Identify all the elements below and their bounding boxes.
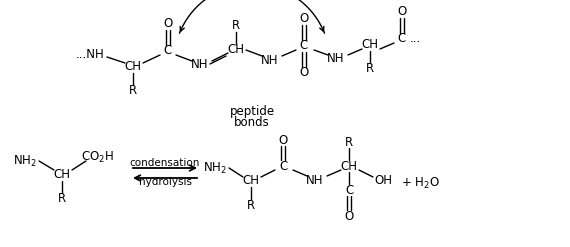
Text: CH: CH xyxy=(242,174,259,187)
Text: R: R xyxy=(58,192,66,206)
Text: NH: NH xyxy=(306,173,324,186)
Text: O: O xyxy=(344,209,353,223)
Text: CH: CH xyxy=(54,168,71,182)
Text: R: R xyxy=(129,84,137,98)
Text: NH$_2$: NH$_2$ xyxy=(203,161,227,176)
Text: CO$_2$H: CO$_2$H xyxy=(80,149,113,165)
Text: NH: NH xyxy=(261,54,279,66)
Text: C: C xyxy=(398,33,406,45)
Text: CH: CH xyxy=(227,43,245,57)
Text: R: R xyxy=(345,136,353,148)
Text: NH: NH xyxy=(192,59,209,71)
Text: O: O xyxy=(164,18,173,30)
Text: ...: ... xyxy=(409,33,421,45)
Text: O: O xyxy=(299,13,308,25)
Text: C: C xyxy=(279,160,287,172)
Text: C: C xyxy=(345,184,353,197)
Text: condensation: condensation xyxy=(130,158,200,168)
Text: bonds: bonds xyxy=(234,117,270,129)
Text: NH: NH xyxy=(327,53,345,65)
Text: O: O xyxy=(278,133,288,146)
Text: ...NH: ...NH xyxy=(76,48,104,62)
Text: CH: CH xyxy=(340,160,357,172)
Text: C: C xyxy=(300,40,308,53)
Text: R: R xyxy=(247,199,255,211)
Text: peptide: peptide xyxy=(230,105,275,119)
Text: NH$_2$: NH$_2$ xyxy=(13,153,37,168)
Text: + H$_2$O: + H$_2$O xyxy=(401,175,439,190)
Text: O: O xyxy=(299,66,308,80)
Text: R: R xyxy=(366,62,374,76)
Text: O: O xyxy=(397,5,406,19)
Text: CH: CH xyxy=(361,39,378,52)
Text: OH: OH xyxy=(374,174,392,187)
Text: C: C xyxy=(164,44,172,58)
Text: R: R xyxy=(232,20,240,33)
Text: hydrolysis: hydrolysis xyxy=(139,177,192,187)
Text: CH: CH xyxy=(124,61,141,74)
